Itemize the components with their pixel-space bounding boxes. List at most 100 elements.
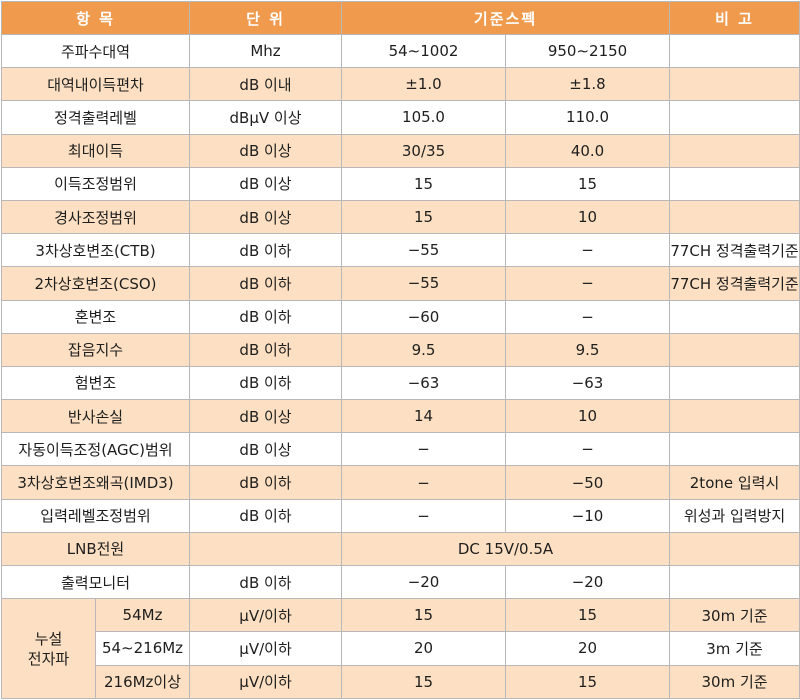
unit-cell: dB 이하 — [189, 233, 343, 268]
note-cell: 30m 기준 — [669, 598, 800, 633]
spec-row: 입력레벨조정범위 dB 이하 − −10 위성과 입력방지 — [0, 498, 800, 533]
note-cell: 30m 기준 — [669, 664, 800, 700]
spec-value-1-cell: 105.0 — [341, 100, 507, 135]
unit-cell: dB 이하 — [189, 365, 343, 401]
spec-value-1-cell: −60 — [341, 299, 507, 334]
lnb-row: LNB전원 DC 15V/0.5A — [0, 531, 800, 567]
leakage-group-label: 누설 전자파 — [1, 598, 96, 699]
leakage-sub-cell: 54∼216Mz — [94, 631, 191, 666]
spec-value-1-cell: 15 — [341, 166, 507, 201]
unit-cell: dB 이상 — [189, 399, 343, 434]
leakage-row: 216Mz이상 μV/이하 15 15 30m 기준 — [2, 664, 800, 700]
spec-value-2-cell: −63 — [505, 365, 671, 401]
item-cell: 입력레벨조정범위 — [0, 498, 191, 533]
spec-value-1-cell: 30/35 — [341, 133, 507, 168]
spec-value-1-cell: ±1.0 — [341, 67, 507, 102]
spec-value-1-cell: 15 — [341, 199, 507, 235]
unit-cell: dB 이상 — [189, 432, 343, 467]
spec-value-2-cell: − — [505, 233, 671, 268]
monitor-row: 출력모니터 dB 이하 −20 −20 — [0, 564, 800, 600]
note-cell — [669, 166, 800, 201]
header-item: 항 목 — [0, 1, 191, 35]
note-cell — [669, 531, 800, 567]
spec-value-2-cell: −10 — [505, 498, 671, 533]
spec-row: 반사손실 dB 이상 14 10 — [0, 399, 800, 434]
spec-value-1-cell: 9.5 — [341, 332, 507, 367]
note-cell — [669, 432, 800, 467]
spec-value-2-cell: 950∼2150 — [505, 33, 671, 69]
leakage-sub-cell: 216Mz이상 — [94, 664, 191, 700]
spec-value-2-cell: −50 — [505, 465, 671, 500]
header-note: 비 고 — [669, 1, 800, 35]
unit-cell: μV/이하 — [189, 631, 343, 666]
unit-cell: dB 이상 — [189, 133, 343, 168]
note-cell — [669, 100, 800, 135]
unit-cell: dB 이하 — [189, 465, 343, 500]
spec-value-1-cell: −20 — [341, 564, 507, 600]
note-cell — [669, 564, 800, 600]
unit-cell: dBμV 이상 — [189, 100, 343, 135]
spec-value-1-cell: 54∼1002 — [341, 33, 507, 69]
unit-cell: dB 이하 — [189, 299, 343, 334]
spec-row: 주파수대역 Mhz 54∼1002 950∼2150 — [0, 33, 800, 69]
unit-cell: μV/이하 — [189, 664, 343, 700]
item-cell: LNB전원 — [0, 531, 191, 567]
spec-value-1-cell: − — [341, 432, 507, 467]
spec-value-2-cell: 15 — [505, 664, 671, 700]
item-cell: 경사조정범위 — [0, 199, 191, 235]
spec-value-cell: DC 15V/0.5A — [341, 531, 671, 567]
spec-value-1-cell: −55 — [341, 266, 507, 301]
spec-value-1-cell: 15 — [341, 664, 507, 700]
note-cell — [669, 332, 800, 367]
spec-body: 주파수대역 Mhz 54∼1002 950∼2150 대역내이득편차 dB 이내 ±1.0 ±… — [0, 33, 800, 700]
spec-value-1-cell: −63 — [341, 365, 507, 401]
note-cell: 2tone 입력시 — [669, 465, 800, 500]
leakage-row: 54∼216Mz μV/이하 20 20 3m 기준 — [2, 631, 800, 666]
spec-row: 대역내이득편차 dB 이내 ±1.0 ±1.8 — [0, 67, 800, 102]
spec-value-2-cell: 40.0 — [505, 133, 671, 168]
spec-value-2-cell: − — [505, 266, 671, 301]
note-cell — [669, 399, 800, 434]
note-cell: 77CH 정격출력기준 — [669, 233, 800, 268]
note-cell — [669, 67, 800, 102]
item-cell: 주파수대역 — [0, 33, 191, 69]
spec-value-2-cell: ±1.8 — [505, 67, 671, 102]
spec-value-1-cell: − — [341, 465, 507, 500]
unit-cell — [189, 531, 343, 567]
spec-row: 3차상호변조왜곡(IMD3) dB 이하 − −50 2tone 입력시 — [0, 465, 800, 500]
spec-row: 혼변조 dB 이하 −60− — [0, 299, 800, 334]
unit-cell: dB 이하 — [189, 498, 343, 533]
item-cell: 대역내이득편차 — [0, 67, 191, 102]
note-cell: 3m 기준 — [669, 631, 800, 666]
leakage-row: 누설 전자파 54Mz μV/이하 15 15 30m 기준 — [1, 598, 800, 699]
unit-cell: dB 이상 — [189, 166, 343, 201]
item-cell: 3차상호변조왜곡(IMD3) — [0, 465, 191, 500]
item-cell: 반사손실 — [0, 399, 191, 434]
note-cell: 77CH 정격출력기준 — [669, 266, 800, 301]
leakage-label-line1: 누설 — [34, 629, 63, 648]
spec-value-1-cell: 14 — [341, 399, 507, 434]
spec-row: 잡음지수 dB 이하 9.5 9.5 — [0, 332, 800, 367]
unit-cell: dB 이내 — [189, 67, 343, 102]
item-cell: 3차상호변조(CTB) — [0, 233, 191, 268]
header-spec: 기준스펙 — [341, 1, 671, 35]
unit-cell: Mhz — [189, 33, 343, 69]
spec-row: 이득조정범위 dB 이상 15 15 — [0, 166, 800, 201]
item-cell: 정격출력레벨 — [0, 100, 191, 135]
spec-value-2-cell: 20 — [505, 631, 671, 666]
note-cell — [669, 199, 800, 235]
spec-value-2-cell: 10 — [505, 399, 671, 434]
item-cell: 최대이득 — [0, 133, 191, 168]
note-cell — [669, 299, 800, 334]
unit-cell: dB 이상 — [189, 199, 343, 235]
item-cell: 험변조 — [0, 365, 191, 401]
spec-row: 험변조 dB 이하 −63 −63 — [0, 365, 800, 401]
spec-value-2-cell: 15 — [505, 166, 671, 201]
spec-row: 경사조정범위 dB 이상 15 10 — [0, 199, 800, 235]
leakage-sub-cell: 54Mz — [94, 598, 191, 633]
spec-value-2-cell: − — [505, 299, 671, 334]
unit-cell: μV/이하 — [189, 598, 343, 633]
spec-value-1-cell: 15 — [341, 598, 507, 633]
spec-row: 최대이득 dB 이상 30/35 40.0 — [0, 133, 800, 168]
